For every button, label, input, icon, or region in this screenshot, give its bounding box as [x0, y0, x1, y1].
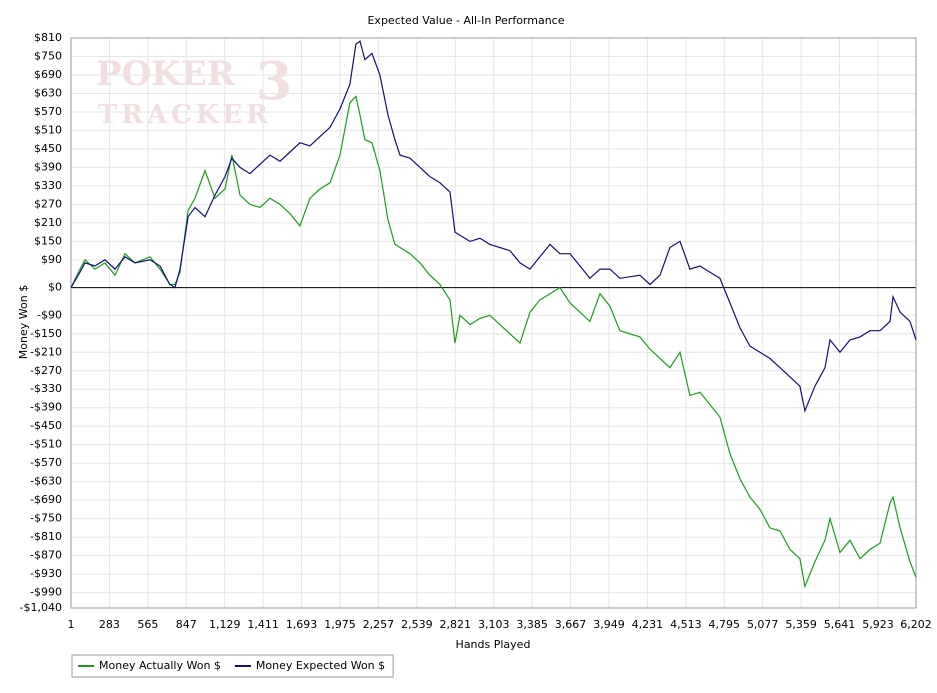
line-series	[70, 40, 917, 413]
x-tick-label: 2,539	[401, 618, 433, 631]
x-tick-label: 2,821	[440, 618, 472, 631]
y-tick-label: $690	[34, 68, 62, 81]
watermark: 3	[256, 52, 292, 113]
y-tick-label: -$690	[30, 493, 62, 506]
y-tick-label: -$330	[30, 382, 62, 395]
x-tick-label: 3,103	[478, 618, 510, 631]
x-tick-label: 1,129	[209, 618, 241, 631]
legend-label: Money Actually Won $	[99, 659, 221, 672]
y-tick-label: -$870	[30, 549, 62, 562]
y-tick-label: -$270	[30, 364, 62, 377]
x-tick-label: 565	[137, 618, 158, 631]
plot-frame	[70, 37, 917, 609]
x-tick-label: 4,795	[709, 618, 741, 631]
y-tick-label: $630	[34, 86, 62, 99]
y-tick-label: $750	[34, 49, 62, 62]
x-tick-label: 5,077	[747, 618, 779, 631]
y-tick-label: $210	[34, 216, 62, 229]
chart-title: Expected Value - All-In Performance	[367, 14, 564, 27]
y-tick-label: -$510	[30, 438, 62, 451]
y-tick-label: -$810	[30, 530, 62, 543]
x-tick-label: 3,949	[593, 618, 625, 631]
x-tick-label: 1	[68, 618, 75, 631]
y-axis-title: Money Won $	[17, 285, 30, 359]
y-tick-label: $450	[34, 142, 62, 155]
watermark: POKER	[96, 54, 236, 94]
x-tick-label: 5,923	[862, 618, 894, 631]
x-tick-label: 5,641	[824, 618, 856, 631]
x-tick-label: 4,231	[632, 618, 664, 631]
x-tick-label: 283	[99, 618, 120, 631]
y-tick-label: -$150	[30, 327, 62, 340]
x-tick-label: 1,975	[324, 618, 356, 631]
legend-label: Money Expected Won $	[256, 659, 385, 672]
x-tick-label: 6,202	[900, 618, 932, 631]
y-tick-label: $150	[34, 234, 62, 247]
y-tick-label: -$90	[37, 308, 62, 321]
y-tick-label: $390	[34, 160, 62, 173]
watermark: TRACKER	[98, 100, 272, 130]
x-tick-label: 1,693	[286, 618, 318, 631]
y-tick-label: $570	[34, 105, 62, 118]
x-tick-label: 2,257	[363, 618, 395, 631]
x-axis-title: Hands Played	[456, 638, 531, 651]
x-tick-label: 847	[176, 618, 197, 631]
y-tick-label: -$930	[30, 567, 62, 580]
y-tick-label: -$390	[30, 401, 62, 414]
y-tick-label: -$570	[30, 456, 62, 469]
y-tick-label: $0	[48, 281, 62, 294]
line-series	[70, 95, 917, 589]
y-tick-label: -$990	[30, 586, 62, 599]
y-tick-label: $90	[41, 253, 62, 266]
y-tick-label: -$450	[30, 419, 62, 432]
x-tick-label: 5,359	[785, 618, 817, 631]
y-tick-label: $810	[34, 31, 62, 44]
x-tick-label: 3,385	[516, 618, 548, 631]
y-tick-label: $330	[34, 179, 62, 192]
x-tick-label: 1,411	[247, 618, 279, 631]
y-tick-label: -$1,040	[20, 601, 62, 614]
y-tick-label: $510	[34, 123, 62, 136]
y-tick-label: $270	[34, 197, 62, 210]
y-tick-label: -$210	[30, 345, 62, 358]
legend	[71, 654, 394, 678]
x-tick-label: 4,513	[670, 618, 702, 631]
y-tick-label: -$750	[30, 512, 62, 525]
y-tick-label: -$630	[30, 475, 62, 488]
x-tick-label: 3,667	[555, 618, 587, 631]
